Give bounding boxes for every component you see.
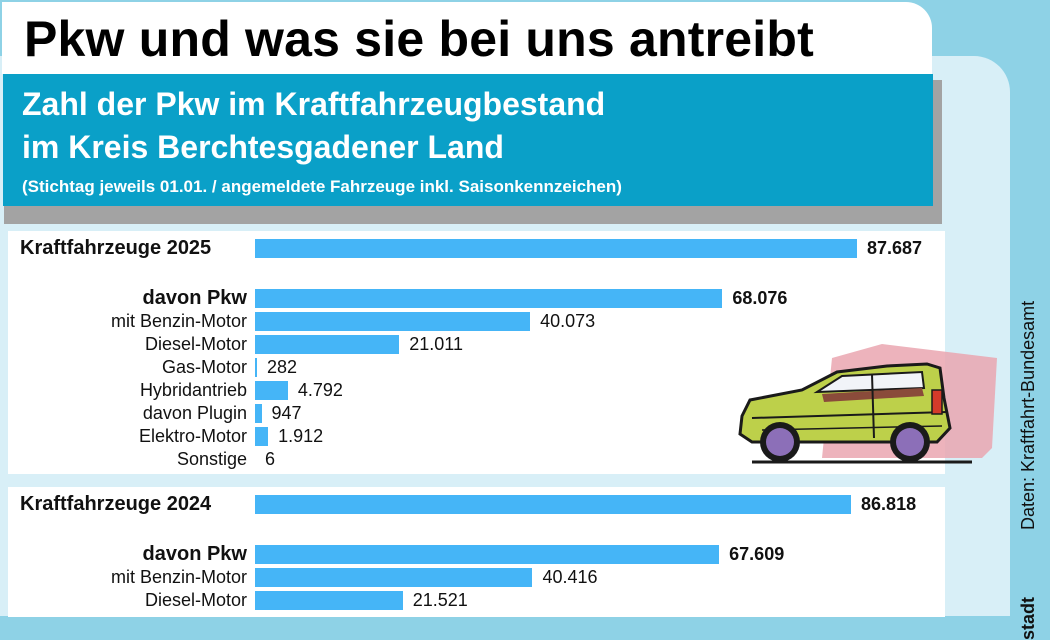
bar-row: Sonstige 6 xyxy=(8,448,945,471)
panel-2024: Kraftfahrzeuge 2024 86.818 davon Pkw 67.609… xyxy=(8,487,945,617)
bar-label: mit Benzin-Motor xyxy=(110,567,247,587)
bar xyxy=(255,239,857,258)
car-window xyxy=(813,370,926,394)
bar xyxy=(255,289,723,308)
bar xyxy=(255,427,269,446)
bar-label: Diesel-Motor xyxy=(144,334,247,354)
bar-label: Sonstige xyxy=(176,449,247,469)
bar-value-label: 6 xyxy=(265,449,276,469)
bar-value-label: 21.521 xyxy=(412,590,468,610)
bar-value-label: 87.687 xyxy=(867,238,923,258)
bar xyxy=(255,335,400,354)
bar-row: Gas-Motor 282 xyxy=(8,356,945,379)
bar-row: Diesel-Motor 21.521 xyxy=(8,589,945,612)
bar-label: Diesel-Motor xyxy=(144,590,247,610)
bar-row: Hybridantrieb 4.792 xyxy=(8,379,945,402)
bar-value-label: 282 xyxy=(267,357,298,377)
car-rear-rim xyxy=(896,428,924,456)
car-taillight xyxy=(931,389,943,415)
bar-row: Kraftfahrzeuge 2024 86.818 xyxy=(8,493,945,516)
bar-row: davon Pkw 68.076 xyxy=(8,287,945,310)
bar xyxy=(255,381,288,400)
car-illustration xyxy=(738,344,997,464)
subtitle-line-1: Zahl der Pkw im Kraftfahrzeugbestand xyxy=(22,86,606,122)
subtitle-box: Zahl der Pkw im Kraftfahrzeugbestand im … xyxy=(3,74,933,206)
bar-label: Gas-Motor xyxy=(161,357,247,377)
credit-note: stadt xyxy=(1018,596,1038,640)
page-title: Pkw und was sie bei uns antreibt xyxy=(24,11,814,67)
subtitle-line-2: im Kreis Berchtesgadener Land xyxy=(22,129,504,165)
bar-value-label: 4.792 xyxy=(297,380,343,400)
bar-value-label: 40.416 xyxy=(542,567,598,587)
bar-row: mit Benzin-Motor 40.416 xyxy=(8,566,945,589)
source-note: Daten: Kraftfahrt-Bundesamt xyxy=(1018,300,1038,530)
bar-label: Kraftfahrzeuge 2024 xyxy=(20,493,212,515)
bar-label: mit Benzin-Motor xyxy=(110,311,247,331)
bar xyxy=(255,358,257,377)
bar-label: davon Pkw xyxy=(142,543,247,565)
bar xyxy=(255,545,720,564)
bar-row: davon Plugin 947 xyxy=(8,402,945,425)
bar-label: Elektro-Motor xyxy=(138,426,247,446)
bar xyxy=(255,495,852,514)
bar-row: Kraftfahrzeuge 2025 87.687 xyxy=(8,237,945,260)
bar xyxy=(255,568,533,587)
bar-value-label: 1.912 xyxy=(278,426,324,446)
bar-value-label: 40.073 xyxy=(540,311,596,331)
bar-value-label: 68.076 xyxy=(732,288,788,308)
bar xyxy=(255,312,531,331)
bar-label: davon Pkw xyxy=(142,287,247,309)
bar xyxy=(255,591,403,610)
bar-row: mit Benzin-Motor 40.073 xyxy=(8,310,945,333)
bar-label: davon Plugin xyxy=(142,403,247,423)
bar-value-label: 86.818 xyxy=(861,494,917,514)
bar-row: Elektro-Motor 1.912 xyxy=(8,425,945,448)
bar xyxy=(255,404,262,423)
bar-label: Hybridantrieb xyxy=(139,380,247,400)
bar-value-label: 21.011 xyxy=(409,334,463,354)
car-front-rim xyxy=(766,428,794,456)
bar-label: Kraftfahrzeuge 2025 xyxy=(20,237,212,259)
bar-value-label: 67.609 xyxy=(729,544,785,564)
subtitle-note: (Stichtag jeweils 01.01. / angemeldete F… xyxy=(22,177,622,196)
title-box: Pkw und was sie bei uns antreibt xyxy=(2,2,932,74)
car-stripe xyxy=(751,411,948,419)
bar-row: davon Pkw 67.609 xyxy=(8,543,945,566)
bar-row: Diesel-Motor 21.011 xyxy=(8,333,945,356)
bar-value-label: 947 xyxy=(271,403,302,423)
